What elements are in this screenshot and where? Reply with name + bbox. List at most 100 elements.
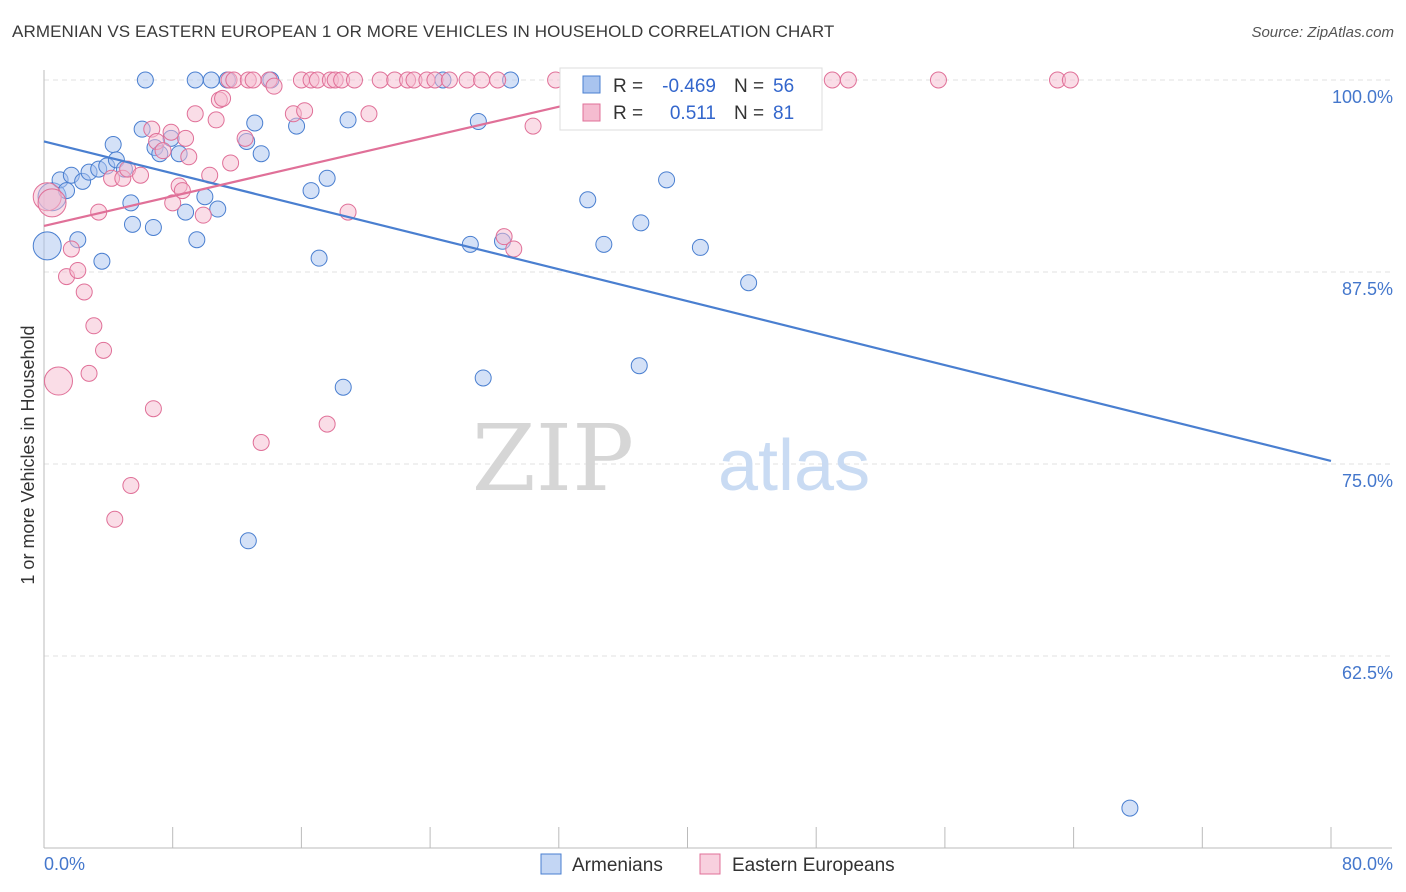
y-tick-label: 75.0%	[1342, 471, 1393, 491]
legend-swatch-eastern-europeans	[699, 853, 721, 875]
point-eastern-europeans	[244, 71, 262, 89]
point-eastern-europeans	[489, 71, 507, 89]
point-armenians	[239, 532, 257, 550]
point-eastern-europeans	[296, 102, 314, 120]
point-eastern-europeans	[495, 228, 513, 246]
x-tick-labels: 0.0% 80.0%	[44, 854, 1393, 874]
y-axis-title: 1 or more Vehicles in Household	[18, 325, 38, 584]
point-eastern-europeans	[162, 123, 180, 141]
stats-swatch-armenians	[582, 75, 601, 94]
point-armenians	[136, 71, 154, 89]
point-armenians	[202, 71, 220, 89]
chart-source: Source: ZipAtlas.com	[1251, 24, 1394, 41]
point-eastern-europeans	[177, 129, 195, 147]
point-eastern-europeans	[154, 142, 172, 160]
point-armenians	[318, 169, 336, 187]
stats-n-value-eastern-europeans: 81	[773, 103, 794, 124]
point-armenians	[93, 252, 111, 270]
point-armenians	[461, 235, 479, 253]
point-eastern-europeans	[186, 105, 204, 123]
stats-n-label-armenians: N =	[734, 76, 764, 97]
point-eastern-europeans	[122, 477, 140, 495]
stats-swatch-eastern-europeans	[582, 103, 601, 122]
point-eastern-europeans	[473, 71, 491, 89]
point-eastern-europeans	[929, 71, 947, 89]
point-eastern-europeans	[823, 71, 841, 89]
point-eastern-europeans	[252, 433, 270, 451]
legend-label-eastern-europeans: Eastern Europeans	[732, 855, 895, 876]
point-eastern-europeans	[1061, 71, 1079, 89]
point-armenians	[302, 182, 320, 200]
point-eastern-europeans	[194, 206, 212, 224]
bottom-legend: Armenians Eastern Europeans	[540, 853, 895, 876]
point-eastern-europeans	[95, 341, 113, 359]
point-eastern-europeans	[524, 117, 542, 135]
point-eastern-europeans	[85, 317, 103, 335]
point-armenians	[32, 231, 62, 261]
point-armenians	[252, 145, 270, 163]
chart-title: ARMENIAN VS EASTERN EUROPEAN 1 OR MORE V…	[12, 22, 835, 41]
y-tick-label: 62.5%	[1342, 663, 1393, 683]
point-armenians	[579, 191, 597, 209]
point-eastern-europeans	[505, 240, 523, 258]
point-armenians	[246, 114, 264, 132]
point-eastern-europeans	[180, 148, 198, 166]
stats-r-label-armenians: R =	[613, 76, 643, 97]
point-eastern-europeans	[839, 71, 857, 89]
watermark-atlas: atlas	[718, 426, 870, 506]
point-eastern-europeans	[37, 188, 67, 218]
stats-legend-box	[559, 67, 823, 131]
point-eastern-europeans	[345, 71, 363, 89]
point-armenians	[104, 136, 122, 154]
point-eastern-europeans	[318, 415, 336, 433]
y-tick-label: 87.5%	[1342, 279, 1393, 299]
point-armenians	[740, 274, 758, 292]
point-armenians	[186, 71, 204, 89]
point-eastern-europeans	[62, 240, 80, 258]
point-eastern-europeans	[132, 166, 150, 184]
point-armenians	[1121, 799, 1139, 817]
stats-n-value-armenians: 56	[773, 76, 794, 97]
point-armenians	[188, 231, 206, 249]
point-eastern-europeans	[75, 283, 93, 301]
point-eastern-europeans	[106, 510, 124, 528]
point-armenians	[630, 357, 648, 375]
watermark-zip: ZIP	[472, 405, 634, 512]
point-eastern-europeans	[458, 71, 476, 89]
x-tick-label: 0.0%	[44, 854, 85, 874]
stats-r-value-armenians: -0.469	[662, 76, 716, 97]
point-eastern-europeans	[225, 71, 243, 89]
watermark: ZIP atlas	[472, 405, 870, 512]
point-eastern-europeans	[144, 400, 162, 418]
legend-swatch-armenians	[540, 853, 562, 875]
point-eastern-europeans	[440, 71, 458, 89]
point-armenians	[334, 378, 352, 396]
point-eastern-europeans	[164, 194, 182, 212]
point-eastern-europeans	[222, 154, 240, 172]
point-armenians	[122, 194, 140, 212]
trend-lines	[43, 75, 1332, 462]
point-eastern-europeans	[371, 71, 389, 89]
point-eastern-europeans	[426, 71, 444, 89]
trend-line-armenians	[43, 140, 1332, 462]
point-eastern-europeans	[43, 366, 73, 396]
point-armenians	[196, 188, 214, 206]
point-armenians	[658, 171, 676, 189]
point-eastern-europeans	[236, 129, 254, 147]
y-tick-labels: 100.0% 87.5% 75.0% 62.5%	[1332, 87, 1393, 683]
point-eastern-europeans	[69, 261, 87, 279]
point-armenians	[123, 215, 141, 233]
point-armenians	[144, 218, 162, 236]
x-tick-label: 80.0%	[1342, 854, 1393, 874]
point-armenians	[474, 369, 492, 387]
grid-lines	[44, 79, 1392, 657]
stats-r-value-eastern-europeans: 0.511	[670, 103, 716, 124]
stats-r-label-eastern-europeans: R =	[613, 103, 643, 124]
point-armenians	[595, 235, 613, 253]
point-armenians	[310, 249, 328, 267]
point-eastern-europeans	[360, 105, 378, 123]
point-armenians	[339, 111, 357, 129]
point-eastern-europeans	[214, 89, 232, 107]
legend-label-armenians: Armenians	[572, 855, 663, 876]
